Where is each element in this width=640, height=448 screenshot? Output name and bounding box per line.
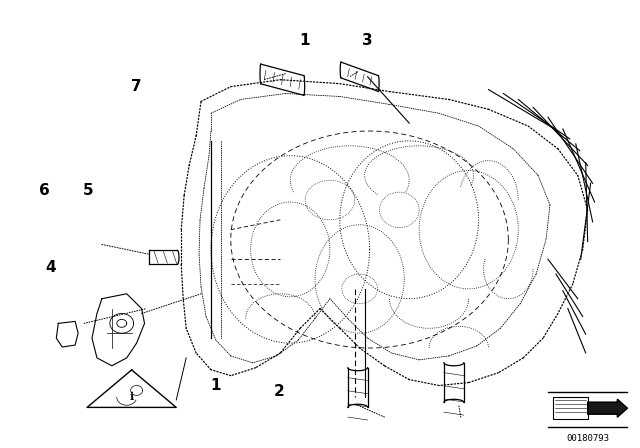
Polygon shape bbox=[588, 399, 627, 417]
Text: 7: 7 bbox=[131, 79, 141, 94]
Text: 3: 3 bbox=[362, 33, 373, 48]
Text: 4: 4 bbox=[45, 260, 56, 276]
Bar bbox=[553, 397, 588, 419]
Text: ℹ: ℹ bbox=[129, 392, 134, 402]
Text: 2: 2 bbox=[273, 384, 284, 399]
Text: 00180793: 00180793 bbox=[566, 434, 609, 443]
Text: 6: 6 bbox=[38, 183, 49, 198]
Text: 1: 1 bbox=[210, 378, 221, 392]
Text: 5: 5 bbox=[83, 183, 93, 198]
Text: 1: 1 bbox=[299, 33, 309, 48]
